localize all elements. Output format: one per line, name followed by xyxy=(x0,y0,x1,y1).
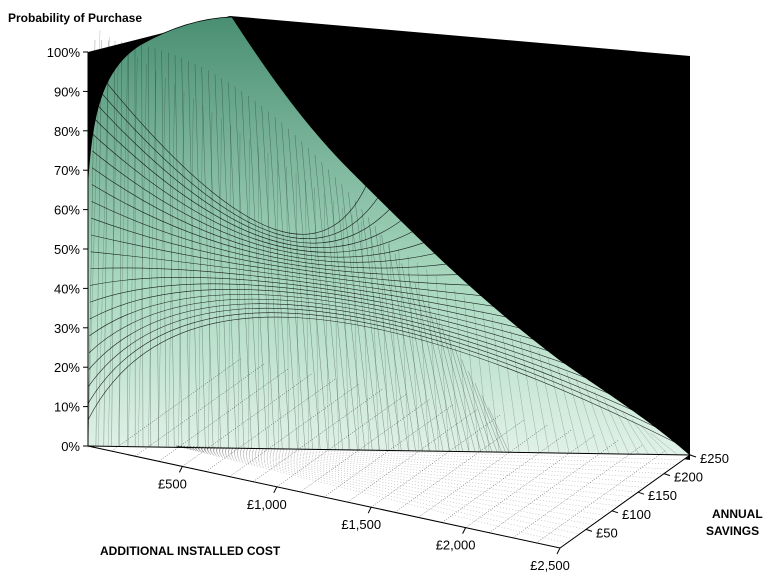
z-tick-label: 100% xyxy=(47,45,81,60)
y-axis-title-line1: ANNUAL xyxy=(712,507,763,521)
z-tick-label: 90% xyxy=(54,84,80,99)
x-tick-label: £2,000 xyxy=(436,538,476,553)
x-tick-mark xyxy=(556,547,561,555)
floor-grid xyxy=(111,357,684,544)
x-tick-mark xyxy=(462,527,467,534)
y-tick-mark xyxy=(663,473,671,477)
z-tick-label: 20% xyxy=(54,360,80,375)
x-tick-mark xyxy=(273,486,278,494)
y-tick-mark xyxy=(637,491,645,495)
x-tick-label: £1,500 xyxy=(341,517,381,532)
z-tick-label: 80% xyxy=(54,124,80,139)
x-tick-label: £2,500 xyxy=(530,558,570,573)
z-tick-label: 60% xyxy=(54,203,80,218)
y-tick-label: £150 xyxy=(648,488,677,503)
y-tick-label: £250 xyxy=(700,451,729,466)
y-tick-mark xyxy=(585,528,593,532)
z-tick-label: 40% xyxy=(54,281,80,296)
x-axis-title: ADDITIONAL INSTALLED COST xyxy=(100,544,281,558)
x-tick-label: £500 xyxy=(158,476,187,491)
x-axis-ticks: £500 £1,000 £1,500 £2,000 £2,500 xyxy=(158,466,570,573)
z-axis-title: Probability of Purchase xyxy=(8,11,142,25)
y-tick-label: £200 xyxy=(674,470,703,485)
y-tick-label: £100 xyxy=(622,507,651,522)
x-tick-label: £1,000 xyxy=(247,497,287,512)
z-tick-label: 0% xyxy=(61,439,80,454)
y-tick-mark xyxy=(611,510,619,514)
z-axis-ticks: 0% 10% 20% 30% 40% 50% 60% 70% 80% 90% 100% xyxy=(47,45,88,454)
x-tick-mark xyxy=(178,466,183,473)
z-tick-label: 30% xyxy=(54,321,80,336)
z-tick-label: 70% xyxy=(54,163,80,178)
y-tick-mark xyxy=(689,454,697,458)
z-tick-label: 10% xyxy=(54,400,80,415)
y-axis-title-line2: SAVINGS xyxy=(706,524,759,538)
y-axis-ticks: £50 £100 £150 £200 £250 xyxy=(585,451,729,540)
x-tick-mark xyxy=(367,506,372,514)
y-tick-label: £50 xyxy=(596,525,618,540)
z-tick-label: 50% xyxy=(54,242,80,257)
